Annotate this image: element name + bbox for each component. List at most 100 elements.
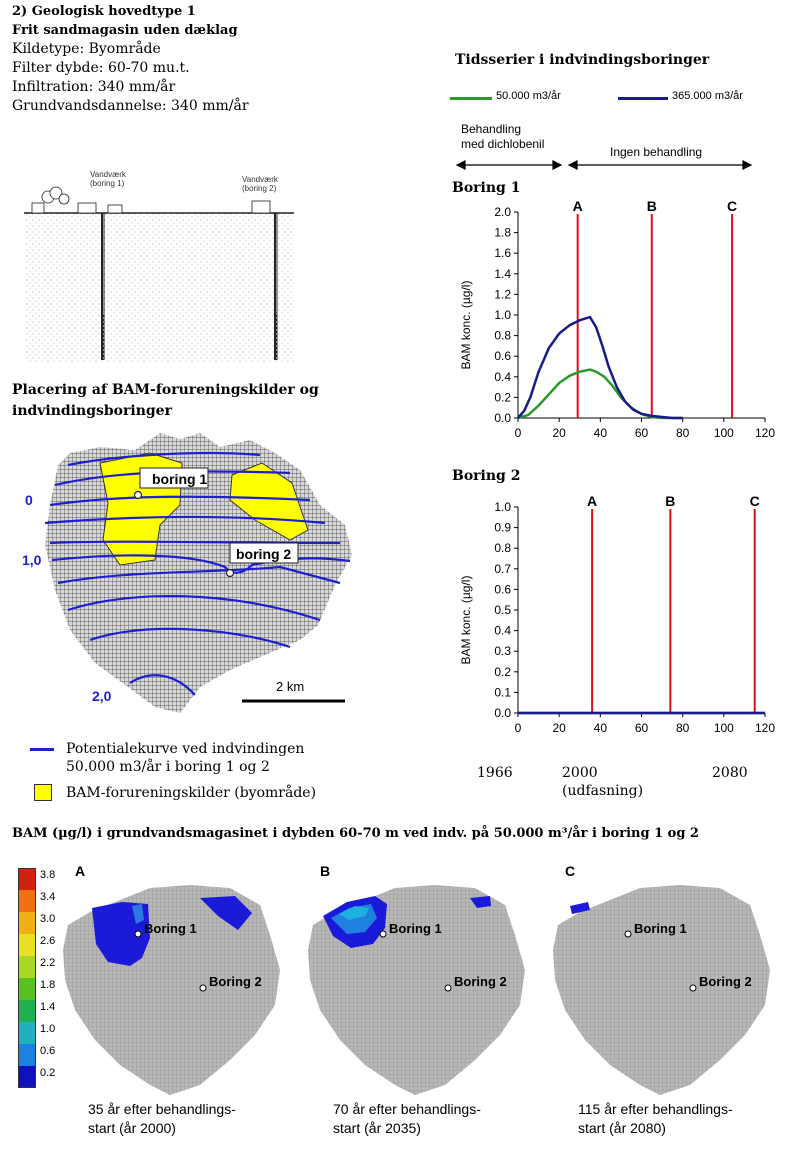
chart1-title: Boring 1 [452,180,521,196]
y-tick-label: 0.7 [494,562,511,576]
y-tick-label: 0.0 [494,706,511,720]
phase-left-label: Behandling [461,122,521,136]
boring2-marker [444,984,452,992]
y-tick-label: 1.0 [494,308,511,322]
legend-swatch-blue [618,97,668,100]
well-2 [274,213,278,360]
y-tick-label: 2.0 [494,205,511,219]
legend-curve-label: 50.000 m3/år i boring 1 og 2 [66,759,270,775]
x-tick-label: 120 [755,426,775,440]
sand-layer [26,213,294,363]
boring1-marker: boring 1 [133,467,209,500]
legend-curve-item: Potentialekurve ved indvindingen 50.000 … [30,740,316,776]
scale-label: 2 km [276,679,304,694]
well2-label: (boring 2) [242,184,277,193]
header-line: Grundvandsdannelse: 340 mm/år [12,98,249,114]
map-letter: B [320,863,330,879]
chart2-title: Boring 2 [452,468,521,484]
boring1-label: Boring 1 [634,921,687,936]
well2-label: Vandværk [242,175,279,184]
year-label: 2080 [712,765,748,781]
year-label: 2000 [562,765,598,781]
boring1-marker [624,930,632,938]
boring1-marker [134,930,142,938]
boring2-label: Boring 2 [699,974,752,989]
colorbar-border [18,868,36,1088]
x-tick-label: 20 [552,721,566,735]
x-tick-label: 40 [594,721,608,735]
boring2-label: Boring 2 [454,974,507,989]
marker-label: A [573,198,583,214]
boring2-marker [199,984,207,992]
bam-map: A Boring 1 Boring 2 35 år efter behandlings… [63,863,280,1136]
bottom-title: BAM (µg/l) i grundvandsmagasinet i dybde… [12,826,699,841]
map-caption: start (år 2035) [333,1120,421,1136]
y-tick-label: 1.4 [494,267,511,281]
colorbar-swatch [18,1000,36,1022]
marker-label: A [587,493,597,509]
plume-mid [132,904,144,924]
x-tick-label: 80 [676,721,690,735]
y-tick-label: 0.1 [494,685,511,699]
legend-curve-label: Potentialekurve ved indvindingen [66,741,305,757]
x-tick-label: 20 [552,426,566,440]
colorbar-tick-label: 2.2 [40,957,56,969]
chart-boring-1: 0.0 0.2 0.4 0.6 0.8 1.0 1.2 1.4 1.6 1.8 2.0 0 20 40 60… [459,198,775,440]
phase-arrows: Behandling med dichlobenil Ingen behandl… [455,122,753,170]
legend-source-swatch [34,784,52,801]
colorbar-swatch [18,912,36,934]
x-tick-label: 60 [635,426,649,440]
source-map: 0 1,0 2,0 boring 1 boring 2 2 km [22,433,352,713]
map-caption: 70 år efter behandlings- [333,1101,481,1117]
plume-high [570,902,590,914]
year-label: (udfasning) [562,783,644,799]
header-subtitle: Frit sandmagasin uden dæklag [12,23,238,38]
svg-text:boring 2: boring 2 [236,546,291,562]
well1-label: (boring 1) [90,179,125,188]
well1-label: Vandværk [90,170,127,179]
map-area [553,885,770,1095]
legend-source-item: BAM-forureningskilder (byområde) [30,784,316,802]
chart-boring-2: 0.0 0.1 0.2 0.3 0.4 0.5 0.6 0.7 0.8 0.9 1.0 0 20 40 60… [459,493,775,735]
year-label: 1966 [477,765,513,781]
contour-label: 0 [25,492,33,508]
colorbar-swatch [18,1044,36,1066]
y-tick-label: 0.8 [494,541,511,555]
colorbar-tick-label: 1.0 [40,1023,56,1035]
colorbar-swatch [18,1066,36,1088]
year-labels: 1966 2000 (udfasning) 2080 [440,765,780,815]
map-title-line: indvindingsboringer [12,403,172,419]
contour-label: 2,0 [92,688,112,704]
x-tick-label: 80 [676,426,690,440]
y-tick-label: 1.2 [494,287,511,301]
boring1-marker [379,930,387,938]
legend-label-green: 50.000 m3/år [496,90,561,102]
y-tick-label: 1.6 [494,246,511,260]
well-1 [101,213,105,360]
marker-label: B [665,493,675,509]
boring2-label: Boring 2 [209,974,262,989]
marker-label: B [647,198,657,214]
map-title: Placering af BAM-forureningskilder og in… [12,380,319,422]
boring2-marker: boring 2 [225,542,299,578]
svg-text:boring 1: boring 1 [152,471,207,487]
y-tick-label: 0.3 [494,644,511,658]
y-tick-label: 0.4 [494,370,511,384]
header-title: 2) Geologisk hovedtype 1 [12,4,196,19]
colorbar-tick-label: 3.4 [40,891,56,903]
bam-maps: A Boring 1 Boring 2 35 år efter behandlings… [63,863,770,1136]
y-tick-label: 0.4 [494,624,511,638]
y-axis-label: BAM konc. (µg/l) [459,281,473,370]
x-tick-label: 0 [515,721,522,735]
phase-left-label: med dichlobenil [461,137,544,151]
arrow-left [455,160,563,170]
colorbar-tick-label: 1.8 [40,979,56,991]
colorbar-tick-label: 1.4 [40,1001,56,1013]
x-tick-label: 100 [714,426,734,440]
y-tick-label: 1.0 [494,500,511,514]
phase-right-label: Ingen behandling [610,145,702,159]
y-tick-label: 0.2 [494,665,511,679]
y-tick-label: 0.0 [494,411,511,425]
x-tick-label: 40 [594,426,608,440]
y-tick-label: 0.5 [494,603,511,617]
